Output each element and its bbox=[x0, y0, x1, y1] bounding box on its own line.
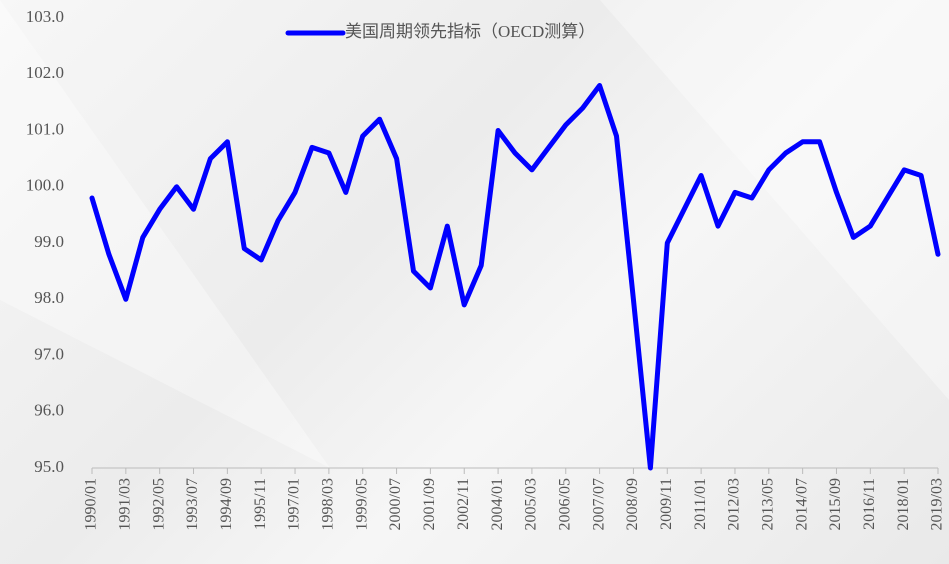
y-tick-label: 98.0 bbox=[34, 288, 64, 307]
y-tick-label: 100.0 bbox=[26, 176, 64, 195]
background-shape bbox=[600, 0, 949, 400]
x-tick-label: 1997/01 bbox=[286, 478, 303, 530]
x-tick-label: 1995/11 bbox=[252, 478, 269, 530]
x-tick-label: 2008/09 bbox=[624, 478, 641, 530]
x-tick-label: 2016/11 bbox=[861, 478, 878, 530]
x-tick-label: 1991/03 bbox=[117, 478, 134, 530]
x-tick-label: 2000/07 bbox=[387, 478, 404, 530]
line-series bbox=[89, 83, 941, 471]
y-tick-label: 101.0 bbox=[26, 119, 64, 138]
y-tick-label: 96.0 bbox=[34, 401, 64, 420]
x-tick-label: 2014/07 bbox=[793, 478, 810, 530]
x-tick-label: 2015/09 bbox=[827, 478, 844, 530]
x-tick-label: 2004/01 bbox=[489, 478, 506, 530]
x-tick-label: 2009/11 bbox=[658, 478, 675, 530]
x-tick-label: 2002/11 bbox=[455, 478, 472, 530]
x-tick-label: 2005/03 bbox=[523, 478, 540, 530]
x-tick-label: 2012/03 bbox=[726, 478, 743, 530]
y-tick-label: 103.0 bbox=[26, 7, 64, 26]
y-tick-label: 99.0 bbox=[34, 232, 64, 251]
x-tick-label: 2011/01 bbox=[692, 478, 709, 530]
x-tick-label: 2007/07 bbox=[590, 478, 607, 530]
y-tick-label: 102.0 bbox=[26, 63, 64, 82]
background-shape bbox=[0, 0, 330, 468]
x-tick-label: 1992/05 bbox=[150, 478, 167, 530]
legend-label: 美国周期领先指标（OECD测算） bbox=[345, 22, 595, 41]
x-tick-label: 2013/05 bbox=[759, 478, 776, 530]
y-tick-label: 95.0 bbox=[34, 457, 64, 476]
x-tick-label: 1990/01 bbox=[83, 478, 100, 530]
x-tick-label: 1994/09 bbox=[218, 478, 235, 530]
x-tick-label: 2018/01 bbox=[895, 478, 912, 530]
x-tick-label: 1998/03 bbox=[320, 478, 337, 530]
x-tick-label: 1993/07 bbox=[184, 478, 201, 530]
x-tick-label: 1999/05 bbox=[353, 478, 370, 530]
y-tick-label: 97.0 bbox=[34, 344, 64, 363]
x-tick-label: 2019/03 bbox=[929, 478, 946, 530]
x-tick-label: 2001/09 bbox=[421, 478, 438, 530]
x-tick-label: 2006/05 bbox=[556, 478, 573, 530]
